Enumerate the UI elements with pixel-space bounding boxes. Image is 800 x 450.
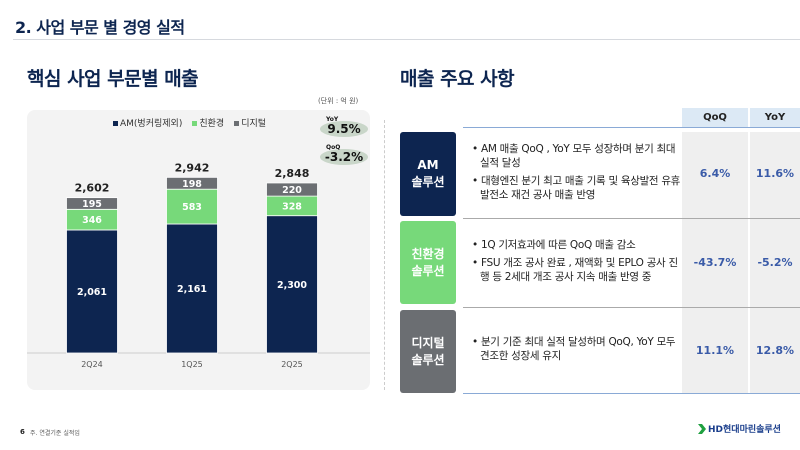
x-tick-label: 2Q25 [281,360,303,369]
row-label-eco: 친환경 솔루션 [400,221,456,304]
data-label: 346 [82,215,102,226]
stacked-bar-chart: 2,061 346 195 2,602 2Q24 2,161 583 198 2,942 1Q25… [27,161,370,369]
qoq-value-digital: 11.1% [695,344,735,357]
bullet: 분기 기준 최대 실적 달성하며 QoQ, YoY 모두 견조한 성장세 유지 [470,335,682,363]
logo-text: HD현대마린솔루션 [708,425,781,435]
legend-swatch [234,121,240,126]
data-label: 328 [282,201,302,212]
data-label: 2,300 [277,280,307,291]
qoq-badge: -3.2% [320,149,368,165]
qoq-value-eco: -43.7% [693,256,737,269]
row-bullets-eco: 1Q 기저효과에 따른 QoQ 매출 감소 FSU 개조 공사 완료 , 재액화 … [470,238,682,288]
yoy-value-digital: 12.8% [755,344,795,357]
chart-legend: AM(벙커링제외) 친환경 디지털 [113,116,266,129]
yoy-label: YoY [326,116,339,123]
page-title: 2. 사업 부문 별 경영 실적 [15,18,185,37]
bullet: FSU 개조 공사 완료 , 재액화 및 EPLO 공사 진행 등 2세대 개조… [470,256,682,284]
bar-segment [66,197,118,210]
legend-item-am: AM(벙커링제외) [113,116,182,129]
bullet: 1Q 기저효과에 따른 QoQ 매출 감소 [470,238,682,252]
data-label: 583 [182,202,202,213]
row-bullets-am: AM 매출 QoQ , YoY 모두 성장하며 분기 최대 실적 달성대형엔진 … [470,142,682,206]
data-label: 220 [282,185,302,196]
footnote: 주. 연결기준 실적임 [30,430,80,437]
qoq-column-bg [682,132,748,393]
bar-segment [166,223,218,354]
unit-label: (단위 : 억 원) [318,97,359,105]
title-divider [13,39,800,40]
data-label: 2,161 [177,284,207,295]
bar-segment [166,188,218,225]
bar-segment [266,215,318,354]
data-label: 2,061 [77,287,107,298]
row-label-digital: 디지털 솔루션 [400,310,456,393]
row-bullets-digital: 분기 기준 최대 실적 달성하며 QoQ, YoY 모두 견조한 성장세 유지 [470,335,682,367]
yoy-column-bg [750,132,800,393]
yoy-header: YoY [750,108,800,127]
company-logo: HD현대마린솔루션 [698,422,781,435]
chart-heading: 핵심 사업 부문별 매출 [27,68,199,90]
legend-item-digital: 디지털 [234,116,266,129]
legend-item-eco: 친환경 [192,116,224,129]
total-label: 2,942 [175,161,210,174]
row-label-am: AM 솔루션 [400,132,456,216]
page-number: 6 [20,428,25,436]
bullet: AM 매출 QoQ , YoY 모두 성장하며 분기 최대 실적 달성 [470,142,682,170]
legend-label: AM(벙커링제외) [120,119,183,129]
legend-swatch [192,121,198,126]
yoy-value-am: 11.6% [755,167,795,180]
qoq-header: QoQ [682,108,748,127]
bar-segment [166,176,218,190]
qoq-label: QoQ [326,144,341,151]
table-bottom-line [463,393,800,394]
total-label: 2,602 [75,182,110,195]
yoy-value: 9.5% [327,122,361,136]
x-tick-label: 1Q25 [181,360,203,369]
bar-segment [266,182,318,197]
logo-chevron-icon [698,423,706,434]
legend-label: 친환경 [199,119,225,129]
data-label: 198 [182,179,202,190]
table-header-line [463,127,800,128]
legend-label: 디지털 [241,119,267,129]
qoq-value: -3.2% [324,150,364,164]
legend-swatch [113,121,118,126]
total-label: 2,848 [275,167,310,180]
data-label: 195 [82,199,102,210]
bar-segment [66,229,118,354]
row-separator [463,218,800,219]
bullet: 대형엔진 분기 최고 매출 기록 및 육상발전 유휴 발전소 재건 공사 매출 … [470,174,682,202]
qoq-value-am: 6.4% [699,167,731,180]
yoy-value-eco: -5.2% [757,256,793,269]
summary-heading: 매출 주요 사항 [400,68,515,90]
row-separator [463,307,800,308]
section-divider [384,120,385,390]
yoy-badge: 9.5% [320,121,368,137]
x-tick-label: 2Q24 [81,360,103,369]
